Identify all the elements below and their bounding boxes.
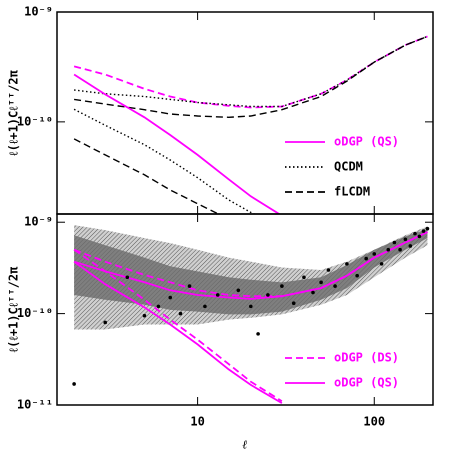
- x-tick-label: 10: [190, 415, 204, 429]
- plot-area: [73, 35, 428, 214]
- curve: [73, 35, 428, 119]
- data-point: [72, 382, 76, 386]
- curve: [73, 35, 428, 109]
- data-point: [236, 288, 241, 293]
- curve: [73, 108, 256, 214]
- data-point: [364, 256, 368, 261]
- data-point: [187, 284, 192, 288]
- y-tick-label: 10⁻¹⁰: [17, 114, 53, 128]
- legend-label: oDGP (QS): [334, 135, 399, 149]
- data-point: [408, 244, 413, 248]
- y-tick-label: 10⁻⁹: [24, 5, 53, 19]
- data-point: [248, 304, 253, 309]
- data-point: [355, 273, 359, 278]
- y-axis-label: ℓ(ℓ+1)Cℓᵀᵀ/2π: [7, 266, 21, 354]
- data-point: [256, 332, 260, 336]
- legend-label: oDGP (QS): [334, 376, 399, 390]
- data-point: [398, 247, 402, 252]
- curve: [73, 260, 283, 404]
- data-point: [125, 275, 130, 280]
- data-point: [215, 293, 220, 297]
- axes-frame: [56, 213, 434, 406]
- curve: [73, 231, 428, 300]
- data-point: [311, 290, 315, 295]
- variance-band: [74, 229, 428, 315]
- data-point: [142, 313, 147, 318]
- y-axis-label: ℓ(ℓ+1)Cℓᵀᵀ/2π: [7, 69, 21, 157]
- data-point: [386, 247, 391, 252]
- x-axis-label: ℓ: [242, 438, 247, 452]
- data-point: [333, 284, 337, 288]
- data-point: [413, 231, 417, 236]
- data-point: [417, 234, 422, 239]
- data-point: [425, 226, 430, 231]
- data-point: [178, 311, 183, 316]
- axes-frame: [56, 11, 434, 215]
- data-point: [319, 280, 323, 285]
- data-point: [372, 252, 377, 256]
- data-point: [168, 295, 173, 300]
- x-tick-label: 100: [363, 415, 385, 429]
- plot-area: [72, 225, 430, 404]
- data-point: [403, 237, 408, 242]
- data-point: [291, 301, 296, 305]
- y-tick-label: 10⁻⁹: [24, 215, 53, 229]
- y-tick-label: 10⁻¹⁰: [17, 306, 53, 320]
- curve: [73, 138, 220, 214]
- curve: [73, 73, 281, 214]
- curve: [73, 248, 283, 402]
- data-point: [379, 262, 384, 266]
- data-point: [302, 275, 306, 280]
- data-point: [203, 304, 207, 309]
- legend-label: QCDM: [334, 160, 363, 174]
- legend-label: fLCDM: [334, 185, 370, 199]
- data-point: [280, 284, 284, 288]
- data-point: [103, 320, 108, 325]
- legend-label: oDGP (DS): [334, 351, 399, 365]
- data-point: [345, 262, 349, 266]
- y-tick-label: 10⁻¹¹: [17, 398, 53, 412]
- data-point: [156, 304, 161, 309]
- data-point: [266, 293, 270, 297]
- curve: [74, 35, 428, 108]
- data-point: [392, 240, 397, 245]
- data-point: [421, 229, 426, 233]
- data-point: [326, 268, 331, 272]
